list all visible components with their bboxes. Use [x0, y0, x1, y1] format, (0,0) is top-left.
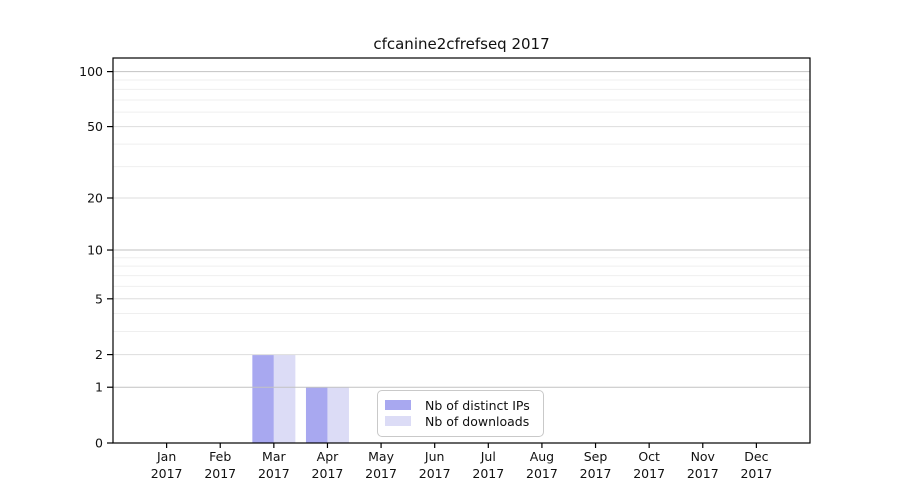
y-tick-label: 1 [95, 380, 103, 395]
x-tick-label-year: 2017 [633, 466, 665, 481]
legend-item-distinct-ips: Nb of distinct IPs [385, 397, 535, 413]
x-tick-label-year: 2017 [312, 466, 344, 481]
x-tick-label-month: Mar [262, 449, 286, 464]
x-tick-label-month: Oct [638, 449, 660, 464]
legend-label-distinct-ips: Nb of distinct IPs [425, 397, 530, 413]
legend-swatch-distinct-ips [385, 400, 411, 410]
x-tick-label-month: May [368, 449, 394, 464]
x-tick-label-year: 2017 [258, 466, 290, 481]
x-tick-label-month: Jan [156, 449, 176, 464]
y-tick-label: 5 [95, 291, 103, 306]
x-tick-label-year: 2017 [151, 466, 183, 481]
bar-apr-series0 [305, 387, 328, 443]
x-tick-label-year: 2017 [526, 466, 558, 481]
bar-apr-series1 [327, 387, 349, 443]
x-tick-label-month: Jun [424, 449, 445, 464]
legend-label-downloads: Nb of downloads [425, 413, 530, 429]
x-tick-label-year: 2017 [419, 466, 451, 481]
x-tick-label-year: 2017 [740, 466, 772, 481]
x-tick-label-year: 2017 [204, 466, 236, 481]
x-tick-label-month: Aug [530, 449, 554, 464]
y-tick-label: 20 [87, 190, 103, 205]
x-tick-label-month: Dec [744, 449, 768, 464]
y-tick-label: 10 [87, 243, 103, 258]
x-tick-label-month: Jul [480, 449, 496, 464]
x-tick-label-year: 2017 [580, 466, 612, 481]
x-tick-label-month: Nov [691, 449, 716, 464]
x-tick-label-year: 2017 [472, 466, 504, 481]
x-tick-label-year: 2017 [365, 466, 397, 481]
x-tick-label-month: Apr [317, 449, 339, 464]
legend-item-downloads: Nb of downloads [385, 413, 535, 429]
y-tick-label: 0 [95, 436, 103, 451]
x-tick-label-year: 2017 [687, 466, 719, 481]
y-tick-label: 50 [87, 119, 103, 134]
y-tick-label: 2 [95, 347, 103, 362]
bar-mar-series0 [252, 354, 274, 443]
x-tick-label-month: Feb [209, 449, 231, 464]
x-tick-label-month: Sep [584, 449, 608, 464]
chart-title: cfcanine2cfrefseq 2017 [373, 35, 550, 53]
y-tick-label: 100 [79, 64, 103, 79]
legend: Nb of distinct IPs Nb of downloads [377, 390, 544, 437]
legend-swatch-downloads [385, 416, 411, 426]
bar-mar-series1 [273, 354, 296, 443]
